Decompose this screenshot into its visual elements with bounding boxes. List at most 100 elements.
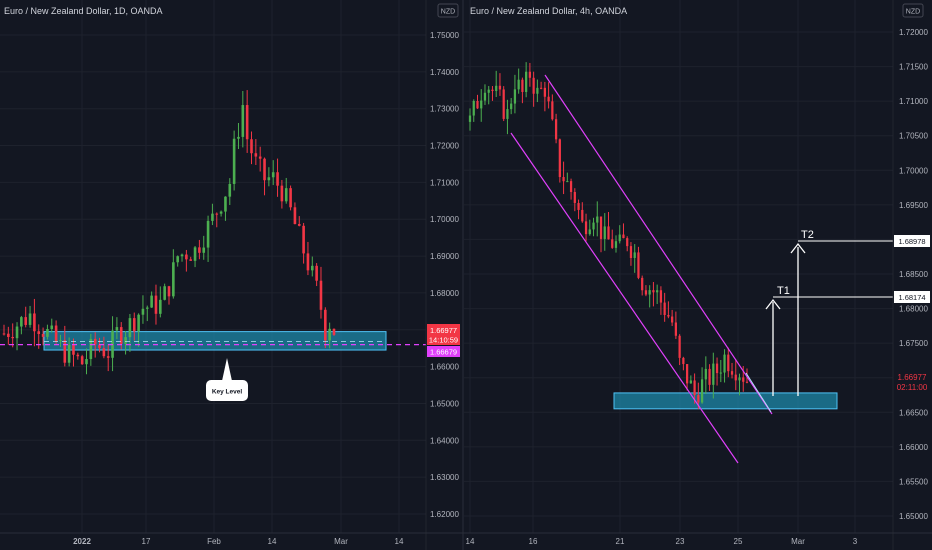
candle-body (237, 136, 240, 139)
candle-body (513, 89, 517, 104)
candle-body (476, 100, 479, 109)
candle-body (577, 202, 580, 210)
candle-body (172, 262, 175, 297)
price-tick-label: 1.69000 (430, 252, 459, 261)
left-price-axis[interactable]: 1.75000 1.74000 1.73000 1.72000 1.71000 1.700… (430, 31, 459, 519)
candle-body (697, 395, 700, 403)
candle-body (219, 211, 223, 214)
time-tick-label: 21 (616, 537, 625, 546)
candle-body (667, 314, 670, 317)
key-level-callout[interactable]: Key Level (206, 358, 248, 401)
left-currency-badge[interactable]: NZD (437, 3, 459, 18)
price-tick-label: 1.72000 (430, 142, 459, 151)
left-candlestick-series (2, 90, 336, 375)
candle-body (141, 308, 145, 315)
candle-body (588, 229, 591, 235)
candle-body (689, 380, 692, 384)
candle-body (106, 356, 110, 358)
price-tick-label: 1.72000 (899, 28, 928, 37)
candle-body (704, 368, 707, 380)
candle-body (603, 226, 606, 239)
candle-body (633, 252, 636, 258)
time-tick-label: 16 (529, 537, 538, 546)
candle-body (250, 139, 253, 154)
candle-body (76, 354, 80, 357)
right-support-zone[interactable] (613, 392, 838, 410)
candle-body (328, 328, 331, 341)
candle-body (159, 299, 162, 314)
candle-body (319, 280, 323, 310)
price-tick-label: 1.66500 (899, 408, 928, 417)
candle-body (132, 318, 136, 332)
candle-body (324, 309, 327, 341)
candle-body (24, 317, 28, 325)
candle-body (506, 109, 509, 119)
candle-body (293, 207, 297, 225)
target-t2[interactable]: T2 (790, 229, 893, 396)
price-tick-label: 1.66000 (899, 443, 928, 452)
candle-body (154, 295, 158, 314)
candle-body (641, 277, 644, 291)
candle-body (284, 188, 288, 202)
candle-body (483, 92, 487, 101)
candle-body (521, 79, 524, 92)
candle-body (280, 185, 284, 202)
right-price-axis[interactable]: 1.72000 1.71500 1.71000 1.70500 1.70000 1.695… (899, 28, 928, 521)
price-tick-label: 1.70000 (899, 166, 928, 175)
candle-body (15, 326, 19, 339)
candle-body (614, 241, 618, 248)
candle-body (137, 314, 140, 332)
candle-body (480, 100, 483, 109)
candle-body (145, 307, 149, 309)
candle-body (189, 259, 193, 261)
time-tick-label: 14 (395, 537, 404, 546)
candle-body (276, 172, 279, 186)
candle-body (719, 372, 722, 374)
candle-body (715, 363, 719, 374)
candle-body (581, 209, 584, 222)
right-candlestick-series (468, 62, 749, 410)
time-tick-label: 2022 (73, 537, 91, 546)
candle-body (674, 322, 678, 336)
callout-label: Key Level (212, 389, 243, 396)
price-tick-label: 1.63000 (430, 473, 459, 482)
price-tick-label: 1.65000 (430, 399, 459, 408)
candle-body (491, 89, 494, 91)
time-tick-label: 23 (676, 537, 685, 546)
candle-body (46, 329, 49, 337)
candle-body (727, 354, 730, 372)
price-tick-label: 1.68000 (899, 305, 928, 314)
target-t1[interactable]: T1 (765, 285, 893, 396)
left-countdown: 14:10:59 (429, 336, 458, 345)
candle-body (532, 77, 535, 94)
candle-body (528, 71, 532, 78)
right-current-price: 1.66977 (898, 373, 927, 382)
candle-body (310, 265, 314, 271)
right-currency-badge[interactable]: NZD (902, 3, 924, 18)
time-tick-label: Mar (334, 537, 348, 546)
candle-body (89, 338, 93, 360)
candle-body (498, 85, 502, 90)
right-currency-badge-text: NZD (906, 9, 920, 16)
channel-upper-line (544, 74, 773, 415)
candle-body (554, 119, 558, 140)
candle-body (644, 290, 648, 295)
right-time-axis[interactable]: 14 16 21 23 25 Mar 3 (466, 537, 858, 546)
candle-body (663, 302, 666, 315)
time-tick-label: Feb (207, 537, 221, 546)
candle-body (468, 115, 472, 122)
t2-price-badge-bg (894, 235, 930, 247)
candle-body (592, 222, 595, 230)
right-chart-title: Euro / New Zealand Dollar, 4h, OANDA (470, 6, 627, 16)
left-time-axis[interactable]: 2022 17 Feb 14 Mar 14 (73, 537, 404, 546)
price-tick-label: 1.65500 (899, 477, 928, 486)
candle-body (33, 313, 36, 332)
candle-body (302, 225, 305, 254)
candle-body (502, 89, 505, 119)
t1-price: 1.68174 (898, 293, 925, 302)
t2-price-badge: 1.68978 (894, 235, 930, 247)
candle-body (185, 254, 188, 260)
right-chart-grid (464, 0, 893, 533)
